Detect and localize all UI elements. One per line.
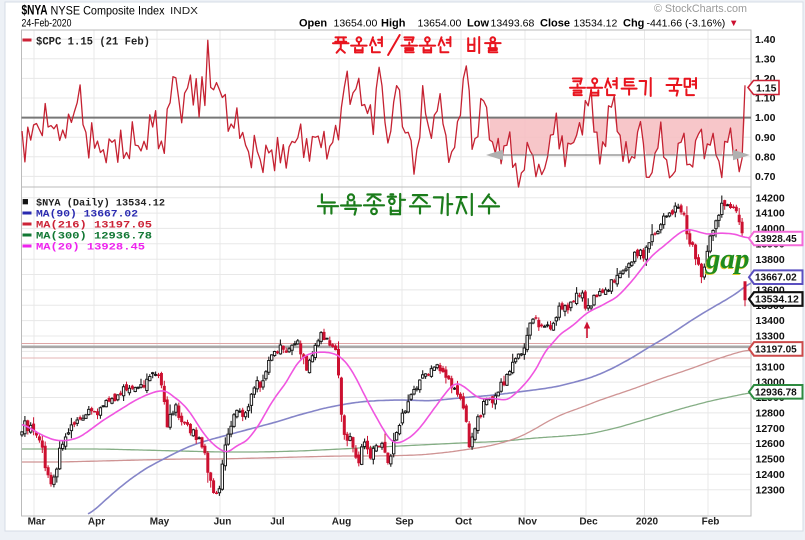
svg-text:13493.68: 13493.68 [491, 18, 535, 30]
svg-text:$CPC 1.15 (21 Feb): $CPC 1.15 (21 Feb) [36, 37, 150, 49]
svg-text:Oct: Oct [455, 517, 472, 528]
svg-text:Aug: Aug [332, 517, 351, 528]
svg-text:13654.00: 13654.00 [418, 18, 462, 30]
svg-text:Feb: Feb [702, 517, 720, 528]
svg-text:12400: 12400 [756, 469, 785, 481]
svg-text:13654.00: 13654.00 [334, 18, 378, 30]
svg-text:13534.12: 13534.12 [574, 18, 618, 30]
svg-text:14200: 14200 [756, 192, 785, 204]
svg-text:13800: 13800 [756, 254, 785, 266]
svg-text:Chg: Chg [623, 18, 644, 30]
svg-text:© StockCharts.com: © StockCharts.com [654, 3, 747, 15]
svg-text:1.10: 1.10 [755, 93, 776, 105]
svg-text:Jul: Jul [270, 517, 285, 528]
svg-text:$NYA (Daily) 13534.12: $NYA (Daily) 13534.12 [36, 198, 165, 210]
svg-text:13534.12: 13534.12 [755, 294, 799, 306]
svg-text:13300: 13300 [756, 331, 785, 343]
svg-text:Sep: Sep [395, 517, 413, 528]
svg-text:Apr: Apr [88, 517, 105, 528]
svg-text:MA(20) 13928.45: MA(20) 13928.45 [36, 242, 145, 254]
svg-text:1.40: 1.40 [755, 34, 776, 46]
svg-text:Close: Close [540, 18, 570, 30]
svg-text:12600: 12600 [756, 438, 785, 450]
svg-text:13197.05: 13197.05 [755, 344, 797, 355]
svg-text:1.00: 1.00 [755, 112, 776, 124]
svg-text:Mar: Mar [28, 517, 46, 528]
svg-text:0.70: 0.70 [755, 171, 776, 183]
svg-text:12700: 12700 [756, 423, 785, 435]
svg-text:1.30: 1.30 [755, 53, 776, 65]
svg-text:-441.66 (-3.16%): -441.66 (-3.16%) [647, 18, 726, 30]
svg-text:13400: 13400 [756, 315, 785, 327]
svg-text:$NYA: $NYA [22, 2, 48, 18]
svg-text:MA(300) 12936.78: MA(300) 12936.78 [36, 231, 152, 243]
svg-text:12500: 12500 [756, 454, 785, 466]
svg-text:gap: gap [705, 243, 750, 275]
svg-text:INDX: INDX [170, 5, 198, 17]
svg-text:13100: 13100 [756, 361, 785, 373]
svg-text:13928.45: 13928.45 [755, 234, 797, 245]
svg-text:14100: 14100 [756, 208, 785, 220]
svg-text:gap: gap [704, 244, 749, 276]
svg-text:▼: ▼ [729, 18, 738, 29]
svg-text:NYSE Composite Index: NYSE Composite Index [51, 4, 165, 18]
svg-text:MA(216) 13197.05: MA(216) 13197.05 [36, 220, 152, 232]
svg-text:2020: 2020 [636, 517, 659, 528]
svg-text:Low: Low [467, 18, 489, 30]
svg-text:MA(90) 13667.02: MA(90) 13667.02 [36, 209, 138, 221]
svg-text:Nov: Nov [518, 517, 537, 528]
svg-text:13667.02: 13667.02 [755, 273, 797, 284]
svg-text:24-Feb-2020: 24-Feb-2020 [22, 18, 72, 30]
svg-text:12936.78: 12936.78 [755, 387, 797, 398]
svg-text:Jun: Jun [214, 517, 232, 528]
svg-text:12300: 12300 [756, 484, 785, 496]
svg-text:May: May [150, 517, 170, 528]
svg-text:■: ■ [22, 196, 29, 208]
svg-text:High: High [381, 18, 406, 30]
svg-text:0.90: 0.90 [755, 132, 776, 144]
svg-text:1.15: 1.15 [756, 82, 777, 94]
svg-text:12800: 12800 [756, 408, 785, 420]
svg-text:Dec: Dec [579, 517, 598, 528]
svg-text:0.80: 0.80 [755, 151, 776, 163]
svg-text:Open: Open [299, 18, 327, 30]
